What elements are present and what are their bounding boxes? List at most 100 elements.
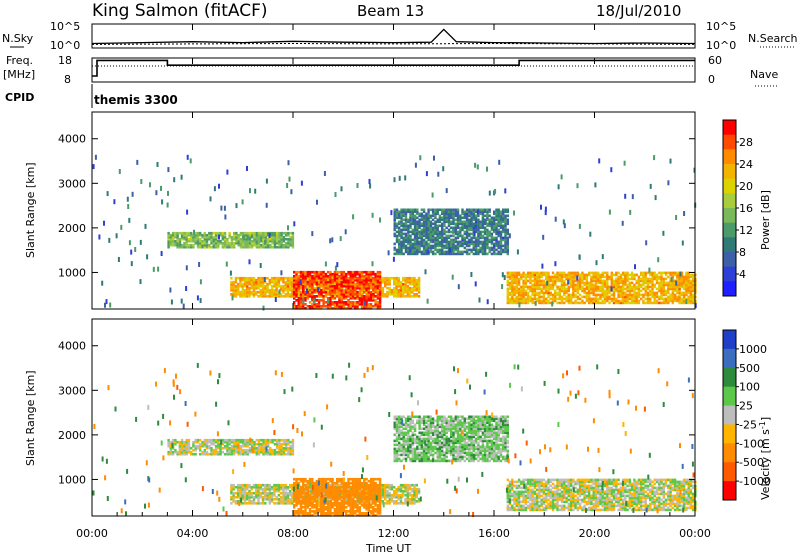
heatmap-cell — [268, 295, 271, 298]
heatmap-cell — [295, 280, 298, 284]
heatmap-cell — [311, 286, 314, 290]
heatmap-cell — [658, 277, 661, 281]
heatmap-cell — [493, 218, 496, 222]
heatmap-cell — [230, 239, 234, 243]
heatmap-cell — [275, 483, 278, 487]
heatmap-cell — [689, 293, 693, 297]
heatmap-cell — [517, 299, 521, 303]
heatmap-cell — [275, 487, 278, 491]
heatmap-cell — [402, 212, 405, 216]
heatmap-cell — [270, 280, 274, 284]
heatmap-cell — [92, 164, 95, 170]
heatmap-cell — [214, 243, 218, 247]
heatmap-cell — [431, 246, 435, 250]
heatmap-cell — [427, 244, 430, 248]
heatmap-cell — [526, 271, 530, 275]
heatmap-cell — [689, 275, 693, 279]
heatmap-cell — [297, 301, 300, 304]
heatmap-cell — [411, 244, 414, 248]
heatmap-cell — [198, 262, 201, 267]
heatmap-cell — [178, 442, 182, 446]
heatmap-cell — [544, 210, 547, 216]
heatmap-cell — [378, 284, 382, 288]
heatmap-cell — [291, 290, 294, 294]
heatmap-cell — [384, 497, 387, 501]
heatmap-cell — [626, 287, 629, 291]
heatmap-cell — [248, 500, 251, 503]
heatmap-cell — [402, 228, 405, 232]
heatmap-cell — [306, 282, 309, 286]
heatmap-cell — [264, 489, 267, 493]
heatmap-cell — [308, 280, 312, 284]
heatmap-cell — [327, 282, 330, 286]
heatmap-cell — [567, 277, 570, 281]
heatmap-cell — [360, 299, 364, 302]
heatmap-cell — [583, 283, 586, 287]
heatmap-cell — [185, 448, 188, 452]
heatmap-cell — [302, 297, 305, 300]
heatmap-cell — [295, 295, 298, 298]
heatmap-cell — [347, 295, 350, 298]
heatmap-cell — [358, 272, 361, 276]
heatmap-cell — [499, 242, 503, 246]
heatmap-cell — [248, 282, 251, 286]
heatmap-cell — [445, 216, 448, 220]
heatmap-cell — [259, 493, 262, 497]
heatmap-cell — [342, 295, 346, 298]
heatmap-cell — [264, 290, 267, 294]
heatmap-cell — [293, 295, 296, 298]
heatmap-cell — [349, 272, 352, 276]
heatmap-cell — [345, 288, 348, 292]
heatmap-cell — [680, 297, 684, 301]
heatmap-cell — [465, 212, 469, 216]
heatmap-cell — [354, 272, 357, 276]
heatmap-cell — [628, 291, 632, 295]
heatmap-cell — [155, 190, 158, 196]
heatmap-cell — [289, 444, 292, 448]
heatmap-cell — [678, 297, 681, 301]
heatmap-cell — [130, 261, 133, 267]
heatmap-cell — [320, 284, 323, 288]
heatmap-cell — [243, 276, 247, 280]
heatmap-cell — [576, 287, 580, 291]
heatmap-cell — [248, 233, 252, 237]
heatmap-cell — [630, 277, 634, 281]
heatmap-cell — [488, 208, 491, 212]
heatmap-cell — [171, 450, 175, 454]
heatmap-cell — [459, 218, 462, 222]
heatmap-cell — [369, 286, 373, 290]
heatmap-cell — [369, 290, 373, 294]
heatmap-cell — [171, 239, 175, 243]
heatmap-cell — [404, 216, 408, 220]
heatmap-cell — [585, 275, 589, 279]
heatmap-cell — [653, 275, 656, 279]
heatmap-cell — [268, 485, 271, 489]
heatmap-cell — [279, 278, 283, 282]
heatmap-cell — [644, 273, 647, 277]
heatmap-cell — [563, 273, 566, 277]
heatmap-cell — [578, 281, 582, 285]
heatmap-cell — [408, 290, 412, 294]
heatmap-cell — [488, 222, 491, 226]
heatmap-cell — [322, 280, 325, 284]
heatmap-cell — [422, 208, 426, 212]
heatmap-cell — [393, 210, 396, 214]
heatmap-cell — [199, 245, 202, 249]
heatmap-cell — [441, 218, 444, 222]
heatmap-cell — [196, 241, 200, 245]
heatmap-cell — [257, 483, 260, 487]
heatmap-cell — [257, 442, 261, 446]
heatmap-cell — [497, 252, 500, 256]
heatmap-cell — [486, 240, 489, 244]
heatmap-cell — [461, 240, 464, 244]
heatmap-cell — [399, 280, 403, 284]
heatmap-cell — [406, 288, 409, 292]
heatmap-cell — [244, 448, 247, 452]
heatmap-cell — [538, 287, 541, 291]
heatmap-cell — [345, 293, 348, 296]
heatmap-cell — [388, 493, 391, 497]
heatmap-cell — [651, 281, 654, 285]
heatmap-cell — [680, 299, 684, 303]
heatmap-cell — [533, 283, 537, 287]
heatmap-cell — [271, 239, 274, 243]
